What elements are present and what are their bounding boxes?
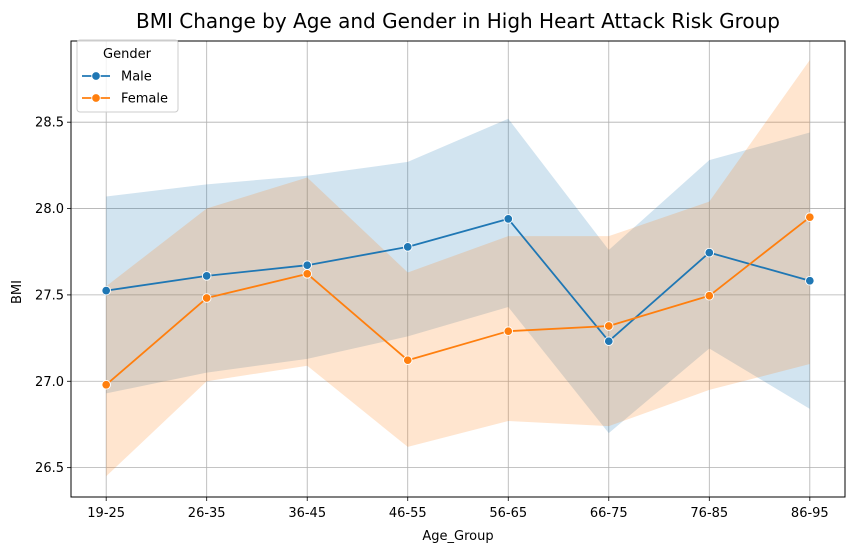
series-lines: [105, 216, 811, 386]
data-point-male: [201, 271, 212, 281]
x-tick-label: 56-65: [489, 506, 527, 521]
y-tick-label: 27.5: [35, 288, 64, 303]
x-tick-label: 26-35: [188, 506, 226, 521]
series-line-female: [105, 216, 811, 386]
legend-label-female: Female: [121, 92, 168, 107]
legend-label-male: Male: [121, 70, 152, 85]
data-point-female: [302, 269, 312, 279]
legend-marker-female: [91, 93, 101, 103]
y-tick-label: 28.5: [35, 116, 64, 131]
legend: Gender Male Female: [76, 39, 179, 113]
plot-area-frame: [70, 40, 846, 498]
y-tick-label: 27.0: [35, 375, 64, 390]
x-tick-label: 86-95: [791, 506, 829, 521]
confidence-band-female: [106, 60, 810, 477]
data-point-female: [704, 291, 715, 301]
data-point-male: [402, 242, 413, 252]
data-point-male: [503, 214, 514, 224]
data-point-female: [604, 321, 614, 331]
data-point-male: [302, 260, 312, 270]
legend-box: [76, 39, 179, 113]
x-tick-label: 66-75: [590, 506, 628, 521]
data-point-female: [201, 293, 212, 303]
y-tick-label: 28.0: [35, 202, 64, 217]
confidence-band-male: [106, 118, 810, 434]
confidence-bands: [106, 60, 810, 477]
x-axis-label: Age_Group: [422, 529, 493, 544]
y-axis-ticks: 26.5 27.0 27.5 28.0 28.5: [35, 116, 71, 476]
legend-marker-male: [91, 71, 101, 81]
data-point-female: [101, 379, 111, 390]
data-point-male: [101, 285, 111, 296]
data-point-female: [805, 212, 815, 222]
grid-lines: [71, 41, 845, 497]
y-axis-label: BMI: [10, 280, 25, 304]
legend-entries: Male Female: [82, 70, 168, 107]
x-tick-label: 46-55: [389, 506, 427, 521]
series-points: [101, 212, 815, 390]
x-tick-label: 36-45: [288, 506, 326, 521]
series-line-male: [106, 218, 811, 343]
chart-title: BMI Change by Age and Gender in High Hea…: [136, 9, 780, 33]
legend-title: Gender: [103, 47, 152, 62]
x-tick-label: 19-25: [87, 506, 125, 521]
data-point-male: [604, 336, 614, 346]
data-point-male: [805, 275, 815, 286]
x-axis-ticks: 19-25 26-35 36-45 46-55 56-65 66-75 76-85 86-95: [87, 497, 829, 521]
data-point-male: [704, 247, 715, 258]
data-point-female: [402, 355, 413, 365]
y-tick-label: 26.5: [35, 461, 64, 476]
data-point-female: [503, 326, 514, 336]
x-tick-label: 76-85: [690, 506, 728, 521]
